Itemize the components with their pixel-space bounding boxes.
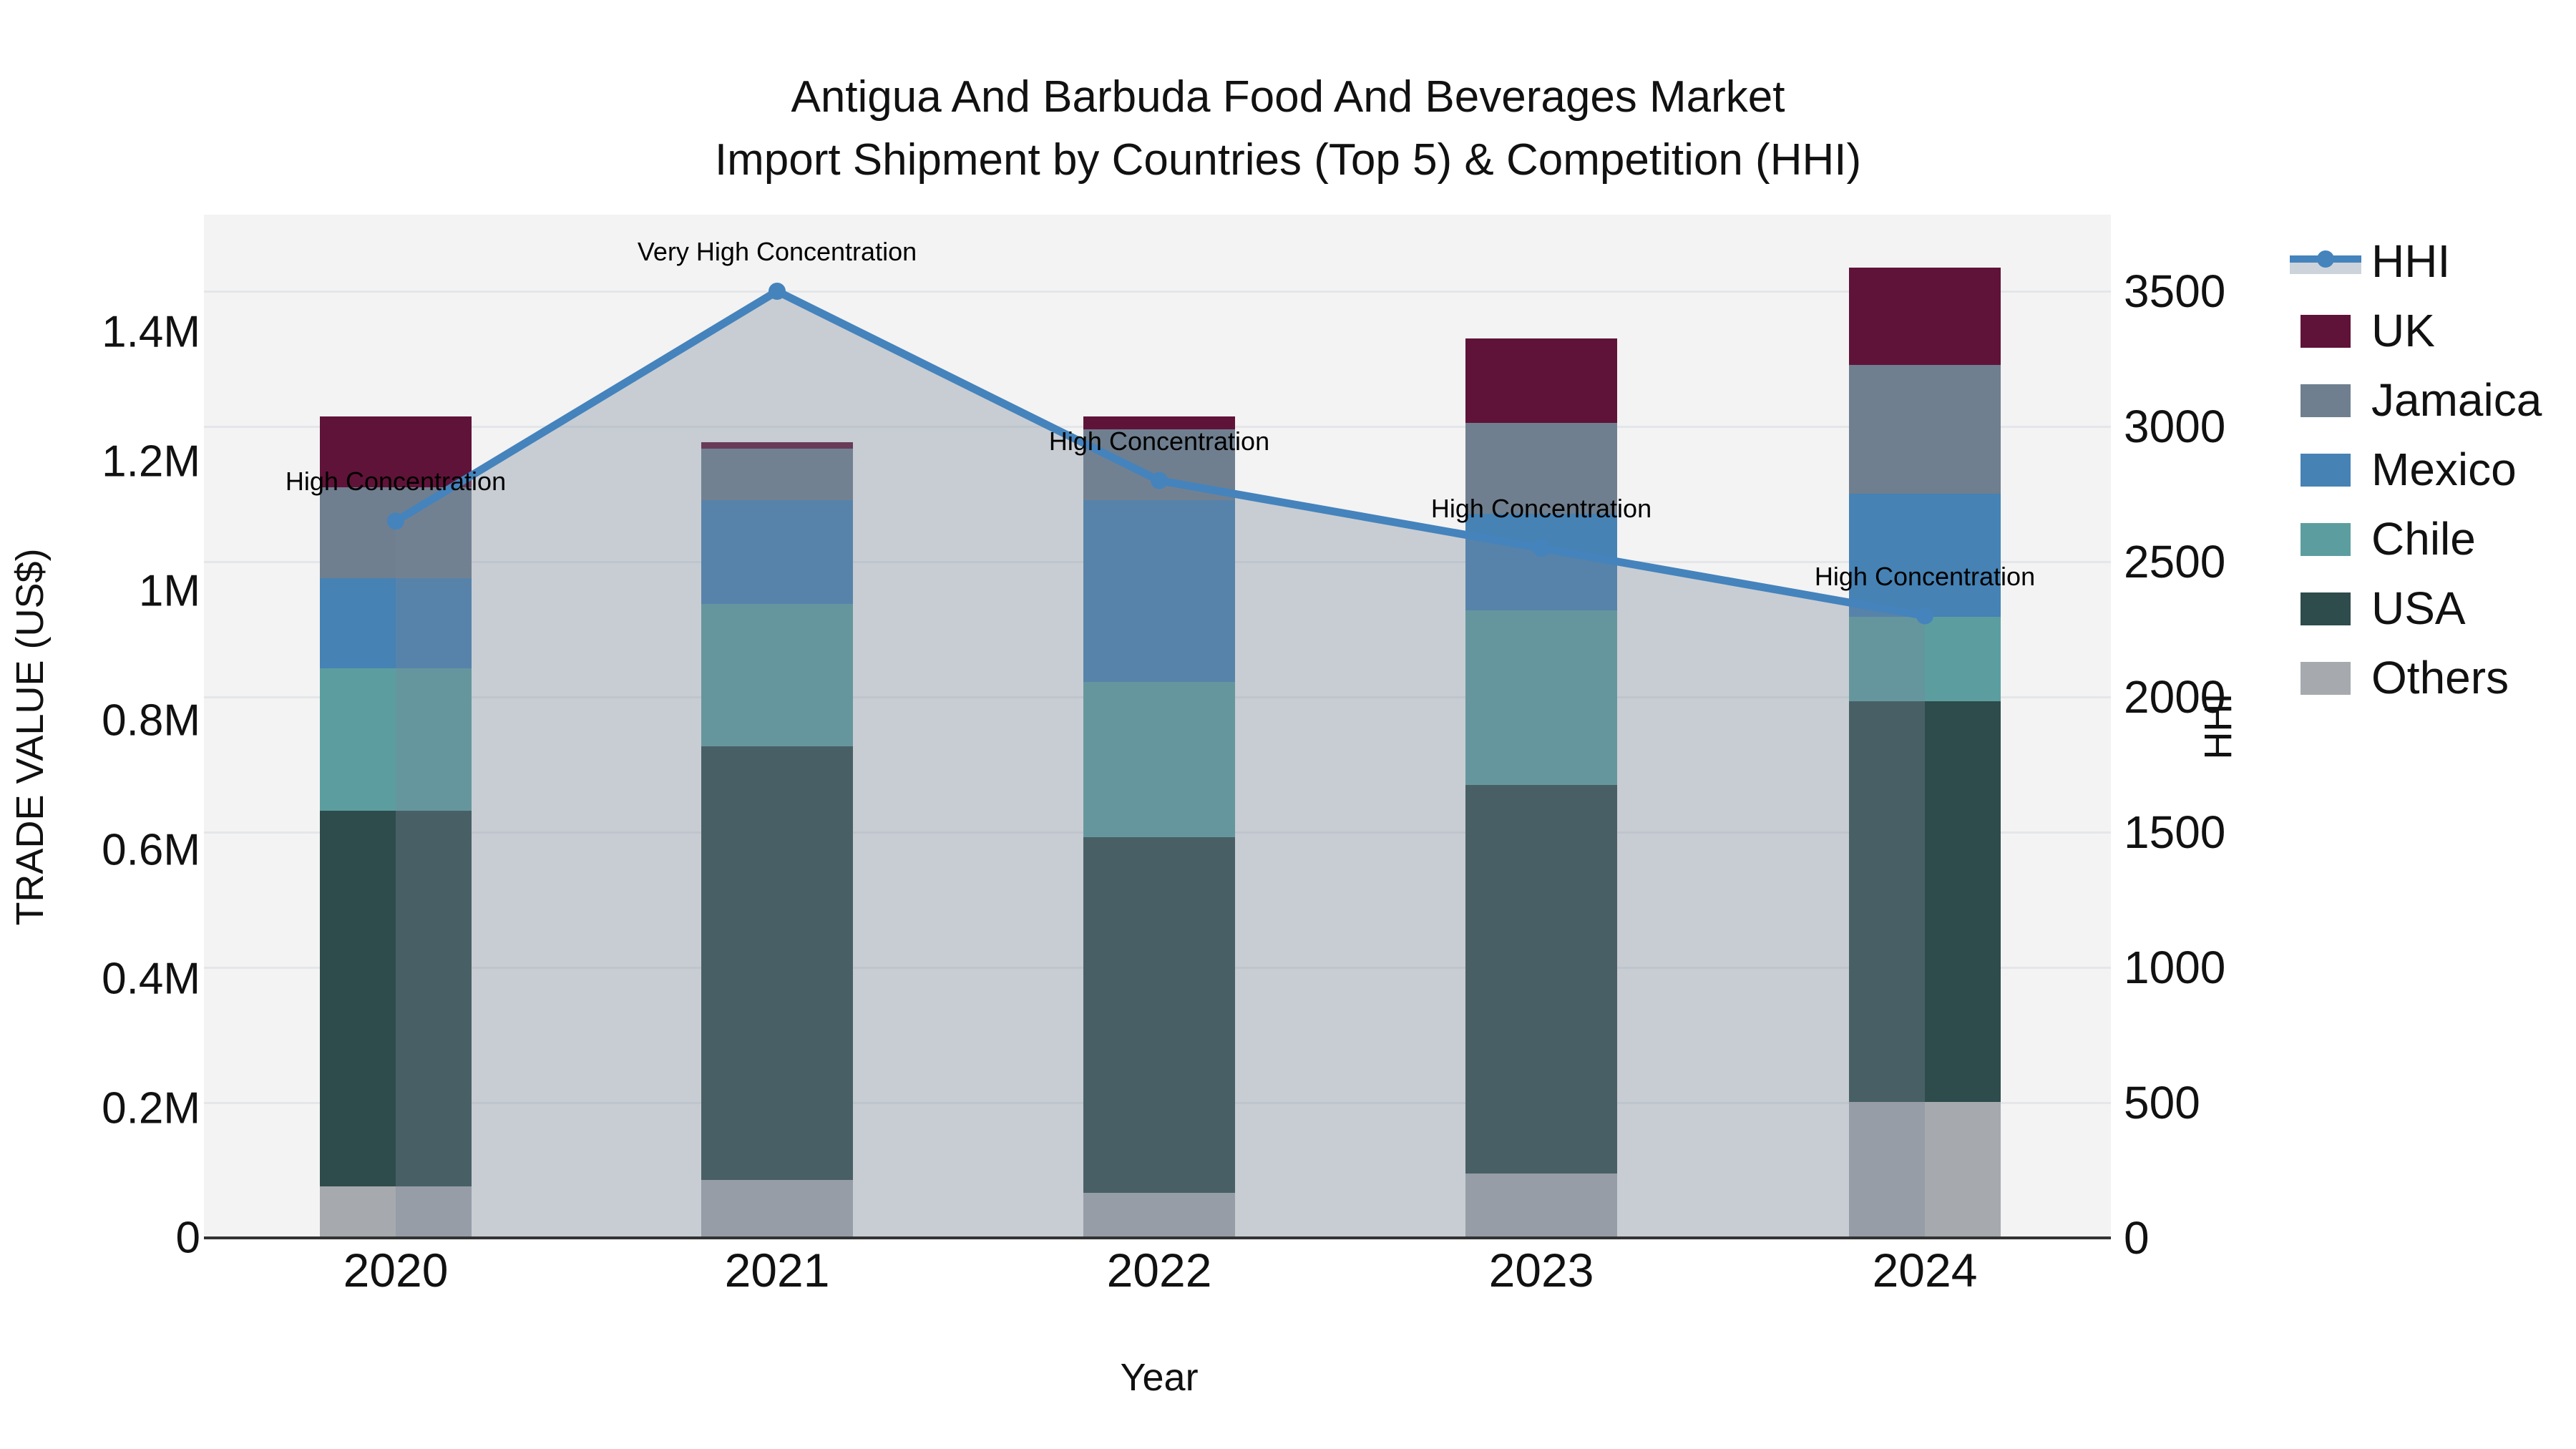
bar-segment-others-2020[interactable]: [320, 1186, 472, 1238]
legend-item-jamaica[interactable]: Jamaica: [2290, 374, 2542, 426]
gridline-hhi-3500: [204, 290, 2111, 293]
bar-segment-chile-2024[interactable]: [1849, 617, 2001, 701]
legend-item-hhi[interactable]: HHI: [2290, 235, 2450, 288]
y-left-tick-0.2M: 0.2M: [102, 1083, 200, 1133]
legend-line-swatch: [2290, 244, 2361, 278]
y-left-tick-0.6M: 0.6M: [102, 825, 200, 875]
chart-title-line1: Antigua And Barbuda Food And Beverages M…: [791, 72, 1785, 122]
legend-label-jamaica: Jamaica: [2371, 374, 2542, 426]
bar-segment-chile-2020[interactable]: [320, 668, 472, 811]
bar-segment-others-2022[interactable]: [1083, 1192, 1235, 1238]
bar-segment-usa-2022[interactable]: [1083, 836, 1235, 1193]
x-tick-2021: 2021: [724, 1244, 830, 1297]
bar-segment-usa-2024[interactable]: [1849, 701, 2001, 1103]
legend-box-jamaica: [2301, 384, 2351, 417]
x-axis-line: [204, 1236, 2111, 1239]
legend-line-marker: [2317, 250, 2334, 268]
y-right-tick-3500: 3500: [2124, 265, 2226, 317]
legend-box-uk: [2301, 315, 2351, 348]
x-tick-2020: 2020: [343, 1244, 449, 1297]
x-tick-2024: 2024: [1872, 1244, 1978, 1297]
legend-box-chile: [2301, 523, 2351, 556]
legend-box-mexico: [2301, 454, 2351, 487]
bar-segment-usa-2020[interactable]: [320, 811, 472, 1186]
y-right-tick-500: 500: [2124, 1077, 2200, 1128]
bar-segment-others-2024[interactable]: [1849, 1102, 2001, 1238]
legend-label-chile: Chile: [2371, 513, 2476, 565]
bar-segment-chile-2023[interactable]: [1465, 610, 1617, 786]
annotation-2021: Very High Concentration: [637, 237, 917, 266]
chart-title-line2: Import Shipment by Countries (Top 5) & C…: [714, 135, 1862, 185]
y-right-tick-2500: 2500: [2124, 536, 2226, 587]
y-left-tick-1.4M: 1.4M: [102, 307, 200, 357]
legend-color-swatch: [2290, 660, 2361, 695]
bar-segment-uk-2024[interactable]: [1849, 268, 2001, 365]
annotation-2023: High Concentration: [1430, 494, 1652, 524]
annotation-2022: High Concentration: [1048, 426, 1270, 456]
y-left-tick-1.2M: 1.2M: [102, 436, 200, 487]
bar-segment-others-2023[interactable]: [1465, 1173, 1617, 1238]
y-left-axis-title: TRADE VALUE (US$): [9, 548, 52, 926]
chart-title: Antigua And Barbuda Food And Beverages M…: [715, 66, 1861, 192]
bar-segment-mexico-2023[interactable]: [1465, 513, 1617, 611]
bar-segment-uk-2021[interactable]: [701, 442, 853, 449]
bar-segment-mexico-2020[interactable]: [320, 577, 472, 669]
legend-item-mexico[interactable]: Mexico: [2290, 443, 2517, 496]
y-right-tick-3000: 3000: [2124, 401, 2226, 452]
bar-segment-chile-2021[interactable]: [701, 604, 853, 746]
y-left-tick-0.8M: 0.8M: [102, 696, 200, 746]
bar-segment-jamaica-2021[interactable]: [701, 449, 853, 501]
x-tick-2023: 2023: [1488, 1244, 1594, 1297]
legend-color-swatch: [2290, 522, 2361, 556]
bar-segment-usa-2021[interactable]: [701, 746, 853, 1180]
bar-segment-mexico-2022[interactable]: [1083, 500, 1235, 682]
legend-label-uk: UK: [2371, 305, 2435, 356]
legend-label-usa: USA: [2371, 582, 2466, 634]
legend-color-swatch: [2290, 452, 2361, 487]
legend-item-others[interactable]: Others: [2290, 651, 2509, 704]
legend-item-chile[interactable]: Chile: [2290, 512, 2476, 565]
bar-segment-mexico-2024[interactable]: [1849, 494, 2001, 618]
legend-label-mexico: Mexico: [2371, 444, 2517, 495]
bar-segment-chile-2022[interactable]: [1083, 681, 1235, 837]
legend-color-swatch: [2290, 383, 2361, 417]
bar-segment-jamaica-2020[interactable]: [320, 487, 472, 578]
legend-color-swatch: [2290, 313, 2361, 348]
legend-label-hhi: HHI: [2371, 235, 2451, 287]
annotation-2020: High Concentration: [285, 467, 507, 497]
legend-color-swatch: [2290, 591, 2361, 625]
bar-segment-usa-2023[interactable]: [1465, 785, 1617, 1174]
bar-segment-jamaica-2024[interactable]: [1849, 364, 2001, 494]
bar-segment-others-2021[interactable]: [701, 1179, 853, 1238]
y-left-tick-0: 0: [175, 1213, 200, 1263]
legend-item-uk[interactable]: UK: [2290, 304, 2435, 357]
bar-segment-uk-2023[interactable]: [1465, 338, 1617, 423]
x-tick-2022: 2022: [1106, 1244, 1212, 1297]
x-axis-title: Year: [1120, 1356, 1199, 1399]
bar-segment-mexico-2021[interactable]: [701, 500, 853, 605]
y-right-axis-title: HHI: [2197, 693, 2240, 760]
y-left-tick-0.4M: 0.4M: [102, 954, 200, 1004]
y-right-tick-1000: 1000: [2124, 942, 2226, 993]
legend-item-usa[interactable]: USA: [2290, 582, 2466, 635]
legend-box-usa: [2301, 592, 2351, 625]
legend-label-others: Others: [2371, 652, 2509, 703]
y-right-tick-0: 0: [2124, 1212, 2150, 1264]
legend-box-others: [2301, 662, 2351, 695]
y-right-tick-1500: 1500: [2124, 806, 2226, 858]
annotation-2024: High Concentration: [1814, 561, 2036, 591]
y-left-tick-1M: 1M: [138, 566, 200, 616]
y-right-tick-2000: 2000: [2124, 671, 2226, 723]
